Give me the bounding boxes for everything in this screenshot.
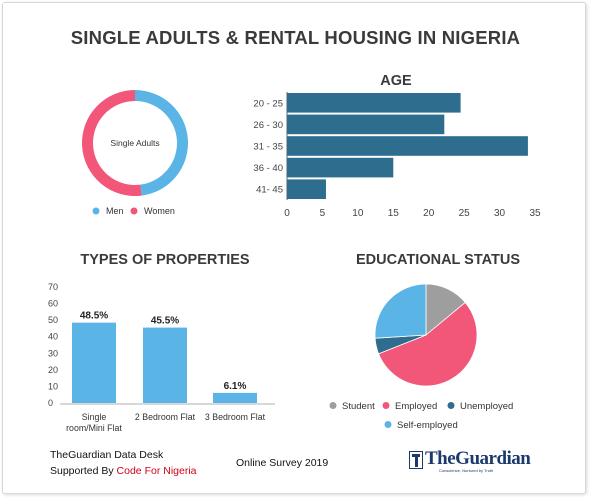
legend-marker-men [92,207,100,215]
guardian-logo: TheGuardian Conscience, Nurtured by Trut… [409,449,543,475]
age-x-tick-30: 30 [494,208,506,219]
properties-y-tick-40: 40 [48,332,58,342]
properties-bar-single-room-mini-flat [72,322,116,403]
infographic-frame [2,2,586,494]
age-x-tick-5: 5 [320,208,326,219]
age-bar-20-25 [287,93,461,113]
legend-label-self-employed: Self-employed [397,420,458,431]
properties-y-tick-70: 70 [48,282,58,292]
legend-marker-employed [382,402,390,409]
age-x-tick-35: 35 [529,208,541,219]
properties-bar-2-bedroom-flat [143,327,187,403]
age-x-tick-20: 20 [423,208,435,219]
age-x-tick-10: 10 [352,208,364,219]
properties-data-label-3-bedroom-flat: 6.1% [224,381,247,392]
properties-y-tick-20: 20 [48,365,58,375]
age-chart-title: AGE [380,73,412,89]
properties-category-label-2-bedroom-flat-0: 2 Bedroom Flat [135,412,196,422]
legend-marker-women [130,207,138,215]
properties-y-tick-50: 50 [48,315,58,325]
age-bar-41-45 [287,179,326,199]
legend-marker-self-employed [384,421,392,428]
education-chart-title: EDUCATIONAL STATUS [356,252,520,268]
age-x-tick-15: 15 [388,208,400,219]
properties-y-tick-30: 30 [48,348,58,358]
donut-slice-men [135,90,189,196]
age-x-tick-25: 25 [459,208,471,219]
legend-label-men: Men [106,206,124,216]
age-category-label-36-40: 36 - 40 [253,163,283,174]
donut-slice-women [82,89,142,196]
footer-supported-prefix: Supported By [50,465,117,477]
legend-label-student: Student [342,401,375,412]
footer-supported-org: Code For Nigeria [116,465,197,477]
guardian-logo-name: TheGuardian [425,448,531,469]
legend-marker-student [329,402,337,409]
age-category-label-20-25: 20 - 25 [253,98,283,109]
age-category-label-26-30: 26 - 30 [253,120,283,131]
age-bar-26-30 [287,114,445,135]
page-title: SINGLE ADULTS & RENTAL HOUSING IN NIGERI… [70,27,521,48]
properties-y-tick-60: 60 [48,299,58,309]
properties-data-label-single-room-mini-flat: 48.5% [80,311,108,322]
guardian-logo-tagline: Conscience, Nurtured by Truth [439,468,494,473]
properties-bar-3-bedroom-flat [213,392,257,403]
footer-survey: Online Survey 2019 [236,457,329,469]
properties-category-label-3-bedroom-flat-0: 3 Bedroom Flat [205,412,266,422]
properties-y-tick-0: 0 [48,398,53,408]
age-bar-36-40 [287,157,394,178]
legend-label-unemployed: Unemployed [460,401,513,412]
properties-category-label-single-room-mini-flat-1: room/Mini Flat [66,423,122,433]
footer-desk: TheGuardian Data Desk [50,449,164,461]
footer-supported: Supported By Code For Nigeria [50,465,197,477]
properties-y-tick-10: 10 [48,381,58,391]
age-category-label-41-45: 41- 45 [256,185,283,196]
legend-label-women: Women [144,206,175,216]
education-slice-self-employed [374,283,427,339]
age-bar-31-35 [287,136,528,156]
properties-chart-title: TYPES OF PROPERTIES [80,252,250,268]
guardian-logo-icon [409,451,423,469]
donut-center-label: Single Adults [110,138,159,148]
properties-data-label-2-bedroom-flat: 45.5% [151,316,179,327]
education-slice-employed [378,301,478,387]
legend-marker-unemployed [447,402,455,409]
age-x-tick-0: 0 [284,208,290,219]
properties-category-label-single-room-mini-flat-0: Single [82,412,107,422]
legend-label-employed: Employed [395,401,437,412]
age-category-label-31-35: 31 - 35 [253,142,283,153]
